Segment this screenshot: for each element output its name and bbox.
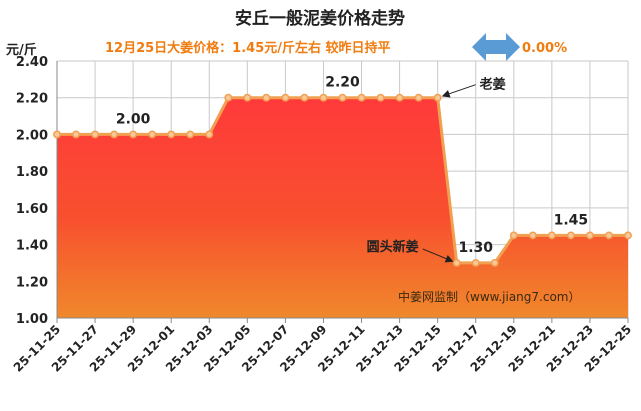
- annotation-label: 圆头新姜: [367, 239, 419, 255]
- chart-subtitle: 12月25日大姜价格：1.45元/斤左右 较昨日持平: [105, 40, 391, 56]
- data-labels: 2.00 2.20 1.30 1.45: [116, 75, 588, 256]
- y-axis-label: 元/斤: [6, 42, 37, 58]
- data-point: [110, 130, 119, 139]
- data-point: [72, 130, 80, 139]
- data-point: [186, 130, 195, 139]
- series-points: [53, 93, 632, 267]
- data-point: [281, 93, 290, 102]
- data-point: [148, 130, 157, 139]
- y-tick-label: 2.00: [16, 128, 48, 143]
- data-point: [319, 93, 328, 102]
- data-point: [205, 130, 214, 139]
- data-point: [624, 231, 632, 240]
- data-point: [414, 93, 423, 102]
- data-label: 2.00: [116, 111, 151, 127]
- data-point: [509, 231, 518, 240]
- data-label: 1.30: [458, 240, 493, 256]
- data-point: [376, 93, 385, 102]
- data-point: [224, 93, 233, 102]
- data-point: [53, 130, 61, 139]
- y-tick-label: 1.20: [16, 275, 48, 290]
- data-point: [566, 231, 575, 240]
- data-point: [243, 93, 252, 102]
- change-percent: 0.00%: [522, 41, 567, 56]
- data-point: [129, 130, 138, 139]
- watermark: 中姜网监制（www.jiang7.com）: [398, 289, 580, 304]
- data-point: [395, 93, 404, 102]
- y-tick-label: 1.40: [16, 239, 48, 254]
- data-point: [338, 93, 347, 102]
- data-label: 2.20: [325, 75, 360, 91]
- data-label: 1.45: [554, 212, 589, 228]
- y-tick-label: 1.80: [16, 165, 48, 180]
- y-tick-label: 1.60: [16, 202, 48, 217]
- data-point: [262, 93, 271, 102]
- data-point: [585, 231, 594, 240]
- data-point: [452, 258, 461, 267]
- x-tick-labels: 25-11-2525-11-2725-11-2925-12-0125-12-03…: [11, 322, 634, 374]
- axes: [56, 61, 629, 323]
- data-point: [357, 93, 366, 102]
- chart-title: 安丘一般泥姜价格走势: [235, 8, 405, 29]
- annotation-arrow: [422, 248, 454, 263]
- data-point: [547, 231, 556, 240]
- data-point: [167, 130, 176, 139]
- data-point: [433, 93, 442, 102]
- y-tick-labels: 1.00 1.20 1.40 1.60 1.80 2.00 2.20 2.40: [16, 55, 48, 327]
- data-point: [490, 258, 499, 267]
- y-tick-label: 2.40: [16, 55, 48, 70]
- annotation-arrow: [441, 84, 476, 98]
- data-point: [91, 130, 100, 139]
- y-tick-label: 2.20: [16, 92, 48, 107]
- data-point: [300, 93, 309, 102]
- annotation-label: 老姜: [479, 77, 506, 93]
- y-tick-label: 1.00: [16, 312, 48, 327]
- change-arrow-icon: [472, 33, 520, 61]
- data-point: [471, 258, 480, 267]
- data-point: [605, 231, 613, 240]
- data-point: [528, 231, 537, 240]
